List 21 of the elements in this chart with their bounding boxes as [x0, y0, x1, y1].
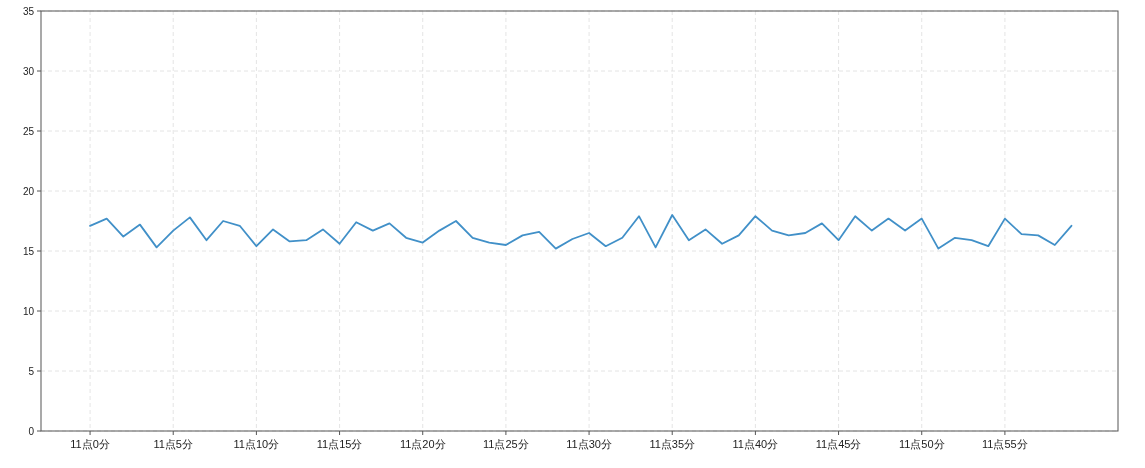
- y-tick-label: 10: [22, 306, 35, 317]
- x-tick-label: 11点25分: [483, 438, 529, 450]
- x-tick-label: 11点30分: [566, 438, 612, 450]
- y-tick-label: 5: [28, 366, 35, 377]
- x-tick-label: 11点40分: [732, 438, 779, 450]
- y-tick-label: 30: [22, 66, 35, 77]
- line-series: [89, 214, 1073, 250]
- y-tick-label: 25: [22, 126, 35, 137]
- x-tick-label: 11点20分: [399, 438, 446, 450]
- x-tick-label: 11点55分: [982, 438, 1028, 450]
- x-tick-label: 11点5分: [153, 438, 194, 450]
- x-tick-label: 11点15分: [316, 438, 363, 450]
- x-tick-label: 11点10分: [233, 438, 280, 450]
- y-tick-label: 0: [28, 426, 35, 437]
- y-tick-label: 35: [22, 6, 35, 17]
- x-tick-label: 11点0分: [70, 438, 110, 450]
- x-tick-label: 11点50分: [898, 438, 945, 450]
- y-tick-label: 15: [22, 246, 35, 257]
- x-tick-label: 11点45分: [815, 438, 862, 450]
- x-tick-label: 11点35分: [649, 438, 696, 450]
- y-tick-label: 20: [22, 186, 35, 197]
